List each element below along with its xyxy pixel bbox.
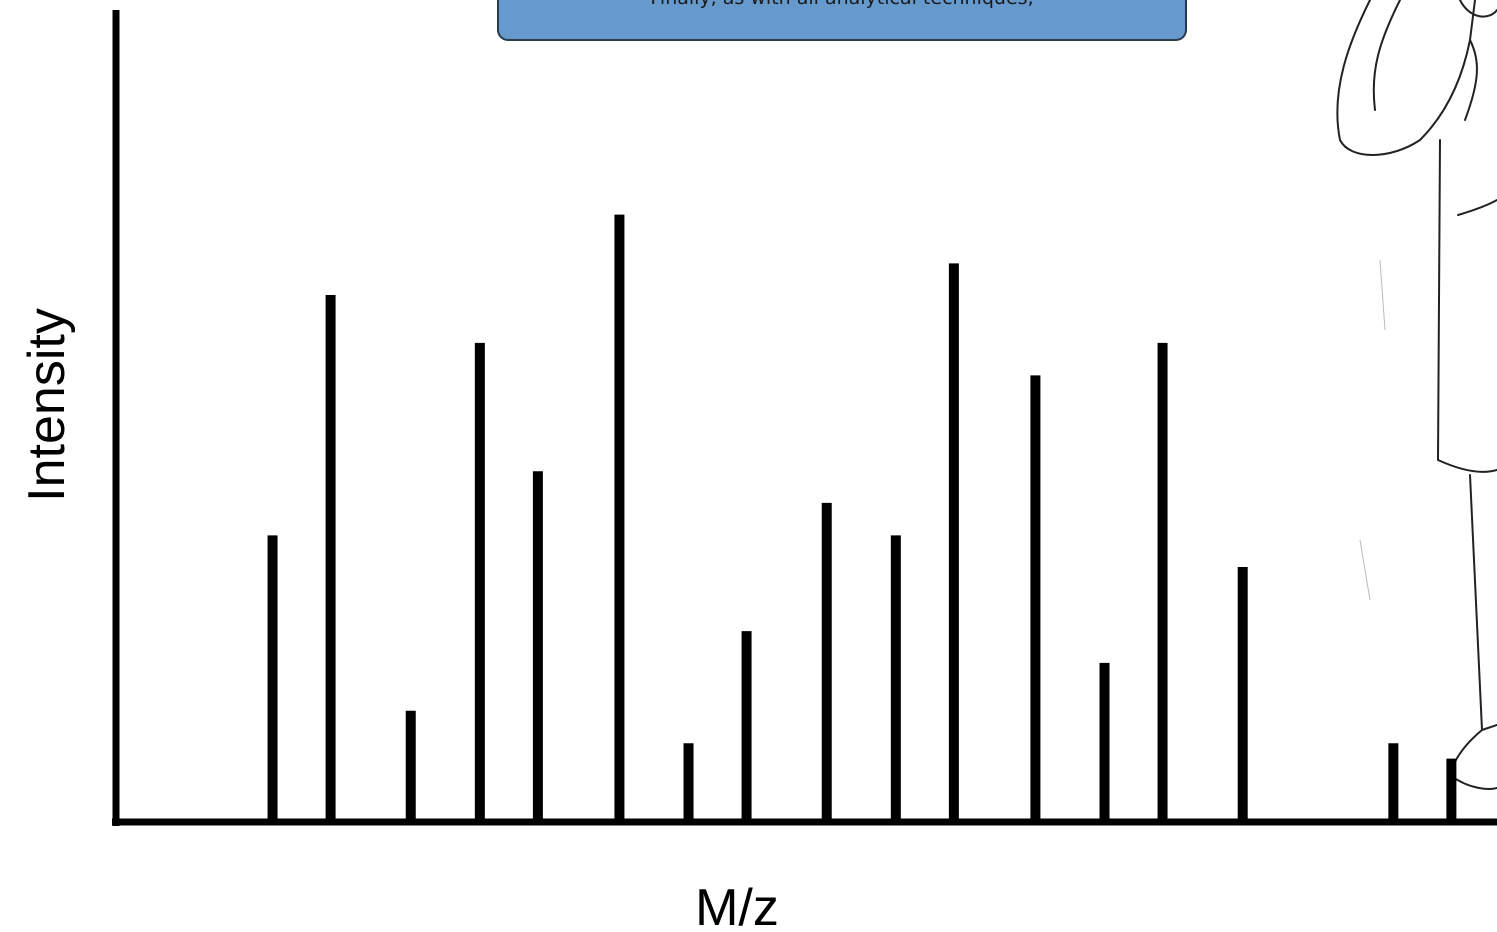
y-axis-label: Intensity — [18, 308, 76, 502]
slide: Finally, as with all analytical techniqu… — [0, 0, 1497, 932]
callout-text: Finally, as with all analytical techniqu… — [650, 0, 1033, 9]
x-axis-label: M/z — [695, 879, 779, 932]
cartoon-figure — [1337, 0, 1497, 789]
